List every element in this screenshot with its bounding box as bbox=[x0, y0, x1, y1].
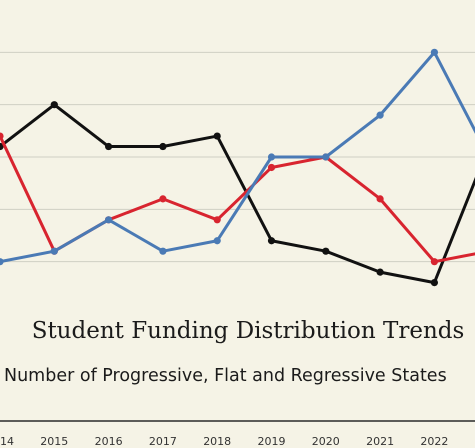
x-tick-label: 2020 bbox=[312, 435, 340, 448]
x-tick-label: 2022 bbox=[420, 435, 448, 448]
x-tick-label: 2018 bbox=[203, 435, 231, 448]
data-point bbox=[105, 142, 113, 151]
data-point bbox=[50, 247, 58, 255]
data-point bbox=[376, 195, 384, 203]
x-tick-label: 2015 bbox=[40, 435, 68, 448]
x-tick-label: 2021 bbox=[366, 435, 394, 448]
data-point bbox=[430, 279, 438, 287]
data-point bbox=[0, 132, 4, 140]
data-point bbox=[159, 195, 167, 203]
data-point bbox=[430, 258, 438, 266]
chart-title: Student Funding Distribution Trends bbox=[32, 318, 465, 344]
data-point bbox=[267, 237, 276, 245]
x-tick-label: 2019 bbox=[258, 435, 286, 448]
data-point bbox=[376, 111, 384, 119]
data-point bbox=[50, 101, 58, 109]
data-point bbox=[322, 247, 330, 255]
x-axis-ticks: 2014201520162017201820192020202120222023 bbox=[0, 435, 475, 448]
data-point bbox=[213, 132, 221, 140]
data-point bbox=[267, 153, 276, 161]
chart-subtitle: Number of Progressive, Flat and Regressi… bbox=[4, 366, 447, 386]
data-point bbox=[213, 237, 221, 245]
data-point bbox=[376, 268, 384, 276]
x-tick-label: 2014 bbox=[0, 435, 14, 448]
x-tick-label: 2017 bbox=[149, 435, 177, 448]
data-point bbox=[430, 48, 438, 56]
data-point bbox=[105, 216, 113, 224]
series-line-0 bbox=[0, 103, 475, 285]
data-point bbox=[159, 142, 167, 151]
series-line-2 bbox=[0, 50, 475, 264]
data-point bbox=[213, 216, 221, 224]
data-point bbox=[267, 163, 276, 172]
x-tick-label: 2016 bbox=[95, 435, 123, 448]
data-point bbox=[322, 153, 330, 161]
data-point bbox=[0, 258, 4, 266]
series-group bbox=[0, 48, 475, 287]
data-point bbox=[159, 247, 167, 255]
